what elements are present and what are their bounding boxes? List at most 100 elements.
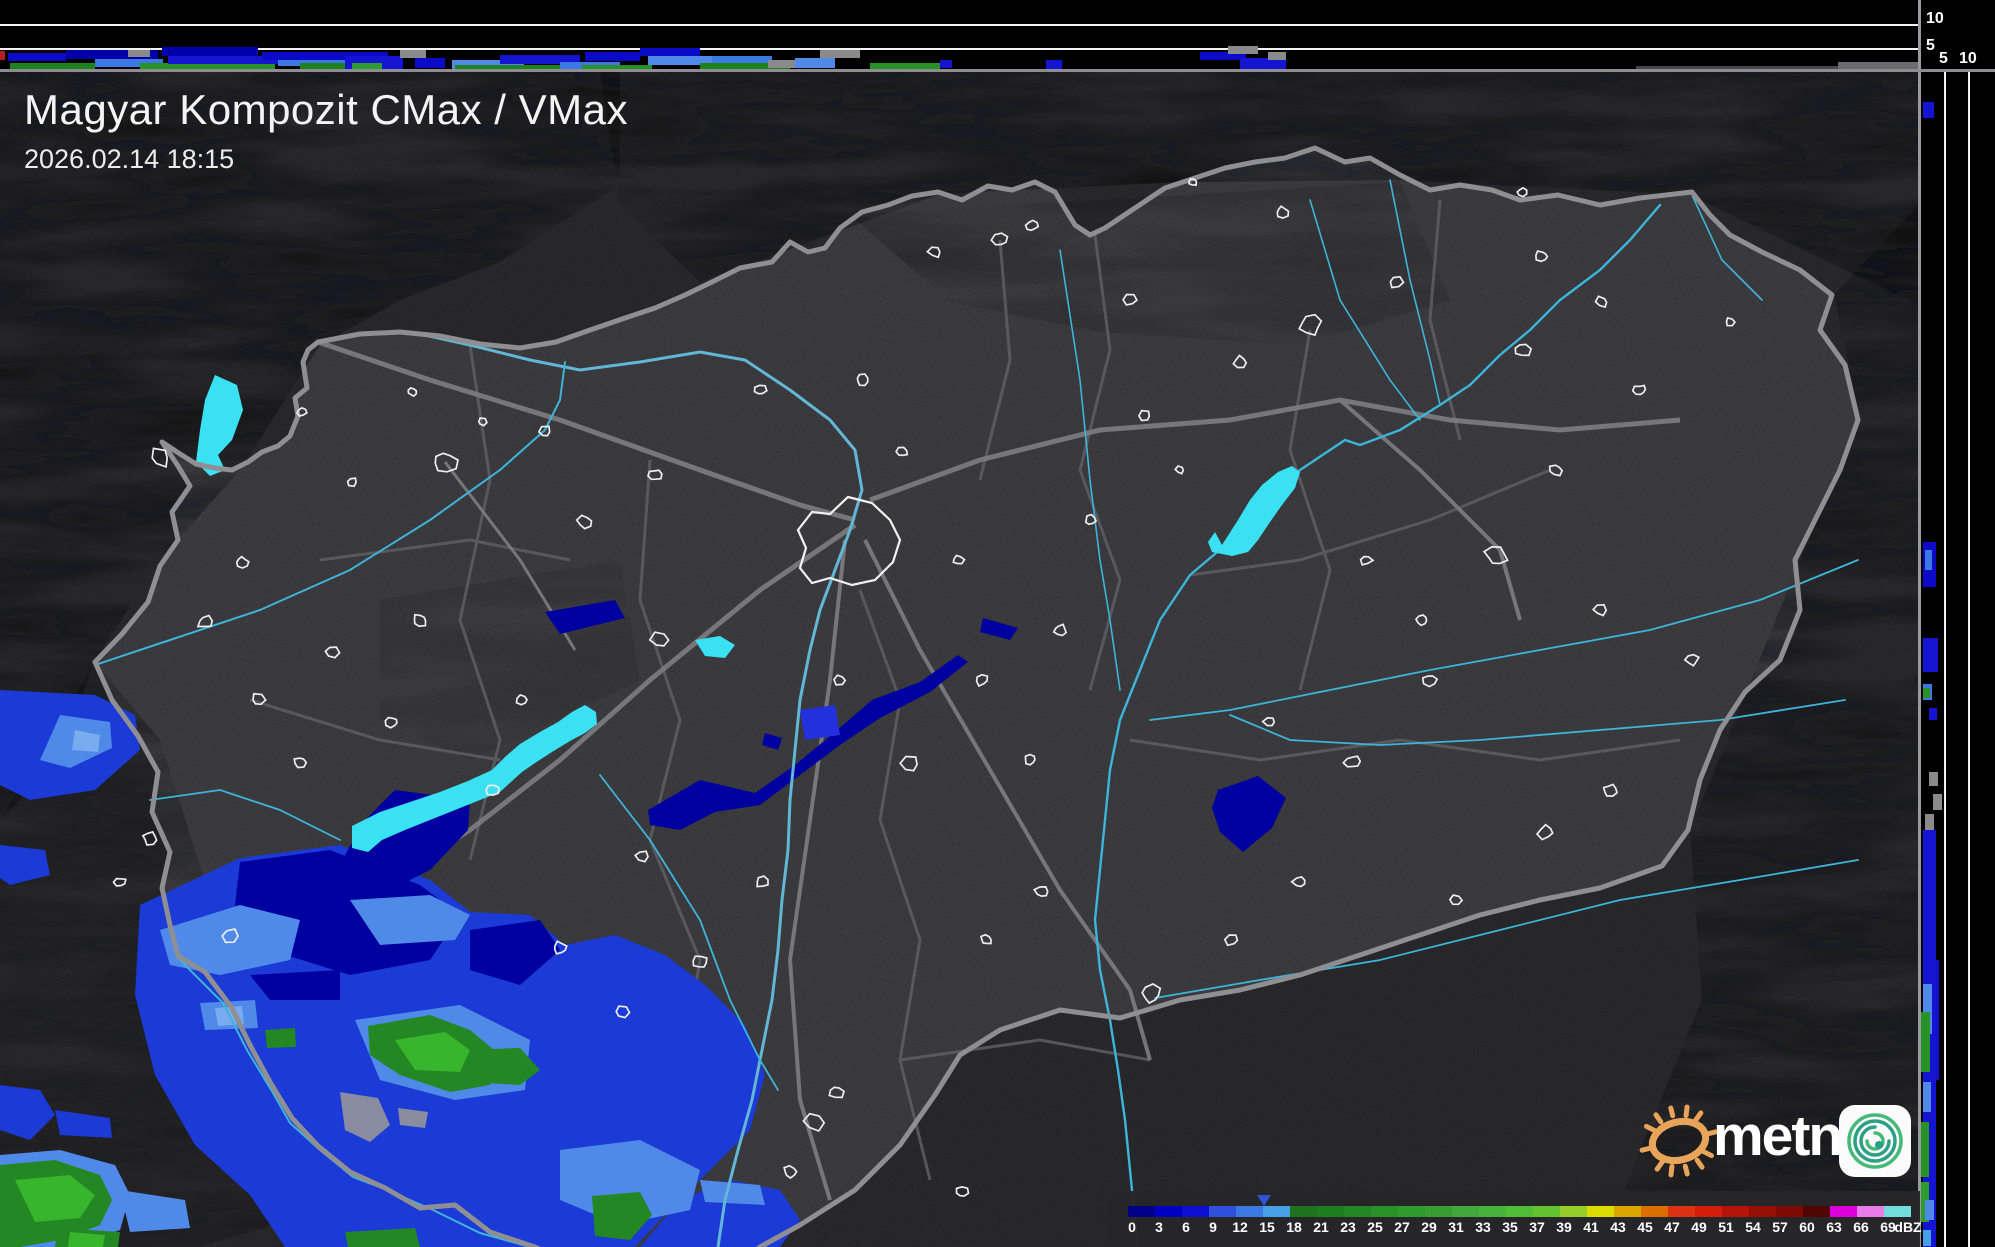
top-height-profile — [0, 0, 1918, 69]
profile-segment — [648, 56, 768, 65]
profile-segment — [1923, 984, 1932, 1034]
city-marker — [324, 646, 341, 659]
profile-segment — [162, 47, 258, 56]
profile-segment — [1923, 1082, 1931, 1112]
legend-label: 51 — [1718, 1219, 1734, 1235]
legend-label: 0 — [1128, 1219, 1136, 1235]
legend-value-marker — [1257, 1195, 1271, 1206]
legend-label: 9 — [1209, 1219, 1217, 1235]
legend-label: 41 — [1583, 1219, 1599, 1235]
hungary-border — [92, 145, 1861, 1247]
profile-segment — [768, 60, 808, 68]
profile-segment — [10, 63, 95, 69]
profile-segment — [1046, 60, 1062, 69]
city-marker — [295, 406, 308, 417]
height-line-5km-vert — [1944, 72, 1946, 1247]
city-marker — [112, 877, 127, 887]
city-marker — [235, 555, 250, 569]
height-scale-corner: 10 5 5 10 — [1921, 0, 1995, 69]
profile-segment — [820, 50, 860, 58]
city-marker — [515, 694, 528, 706]
legend-label: 27 — [1394, 1219, 1410, 1235]
city-marker — [952, 554, 966, 565]
legend-cell — [1290, 1206, 1317, 1217]
legend-cell — [1236, 1206, 1263, 1217]
city-marker — [1032, 886, 1049, 897]
city-marker — [856, 373, 869, 387]
city-marker — [756, 875, 769, 888]
city-marker — [1276, 205, 1290, 219]
legend-label: 57 — [1772, 1219, 1788, 1235]
legend-cell — [1695, 1206, 1722, 1217]
profile-segment — [1838, 62, 1918, 69]
city-marker — [1389, 275, 1405, 289]
profile-segment — [795, 58, 835, 68]
title-block: Magyar Kompozit CMax / VMax 2026.02.14 1… — [24, 86, 628, 175]
city-marker — [1591, 603, 1608, 617]
profile-segment — [1925, 550, 1932, 570]
city-marker — [753, 384, 768, 395]
legend-label: 39 — [1556, 1219, 1572, 1235]
rivers — [94, 179, 1859, 1247]
city-marker — [1298, 313, 1323, 337]
city-marker — [1421, 675, 1439, 688]
profile-segment — [1923, 638, 1938, 672]
precipitation-field — [0, 600, 1286, 1247]
profile-segment — [400, 50, 426, 58]
city-marker — [1084, 513, 1098, 526]
city-marker — [477, 417, 488, 427]
profile-segment — [1921, 1122, 1929, 1177]
city-marker — [615, 1005, 631, 1019]
legend-label: 31 — [1448, 1219, 1464, 1235]
city-marker — [346, 477, 357, 488]
profile-segment — [870, 63, 940, 69]
profile-segment — [1923, 102, 1934, 118]
spiral-app-icon — [1839, 1105, 1911, 1177]
city-marker — [151, 447, 169, 469]
city-marker — [1594, 295, 1608, 309]
city-marker — [802, 1112, 826, 1133]
lake-tisza — [1208, 466, 1300, 556]
city-marker — [1482, 546, 1509, 565]
profile-segment — [1925, 1200, 1934, 1220]
legend-cell — [1452, 1206, 1479, 1217]
city-marker — [1548, 464, 1564, 477]
legend-label: 18 — [1286, 1219, 1302, 1235]
city-marker — [575, 514, 593, 530]
city-marker — [990, 232, 1009, 246]
height-line-10km — [0, 24, 1918, 26]
roads — [169, 339, 1681, 1201]
legend-label: 35 — [1502, 1219, 1518, 1235]
city-marker — [955, 1186, 970, 1197]
legend-cell — [1533, 1206, 1560, 1217]
profile-segment — [128, 50, 150, 57]
legend-cell — [1830, 1206, 1857, 1217]
city-marker — [413, 613, 427, 628]
legend-cell — [1263, 1206, 1290, 1217]
city-marker — [1052, 623, 1068, 637]
profile-segment — [1636, 66, 1838, 69]
profile-segment — [300, 63, 346, 69]
legend-label: 63 — [1826, 1219, 1842, 1235]
legend-cell — [1479, 1206, 1506, 1217]
profile-segment — [640, 48, 700, 56]
profile-segment — [1923, 1230, 1931, 1246]
city-marker — [1290, 875, 1306, 888]
city-marker — [1448, 894, 1464, 906]
legend-label: 3 — [1155, 1219, 1163, 1235]
legend-cell — [1506, 1206, 1533, 1217]
city-marker — [221, 928, 239, 944]
city-marker — [1024, 219, 1040, 232]
profile-segment — [1933, 794, 1942, 810]
legend-label: 23 — [1340, 1219, 1356, 1235]
profile-segment — [0, 51, 5, 60]
city-outlines — [112, 178, 1736, 1197]
sun-icon — [1639, 1104, 1719, 1178]
profile-segment — [140, 63, 275, 69]
city-marker — [537, 425, 551, 437]
timestamp: 2026.02.14 18:15 — [24, 144, 235, 174]
profile-segment — [452, 60, 524, 69]
legend-label: 45 — [1637, 1219, 1653, 1235]
city-marker — [1223, 934, 1239, 947]
